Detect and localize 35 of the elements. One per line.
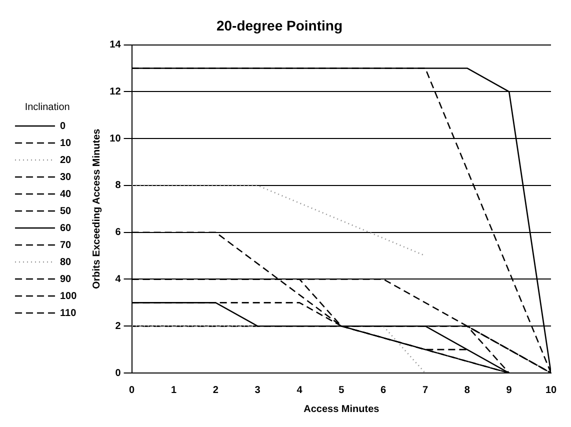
legend-label: 100: [60, 290, 78, 302]
legend-label: 50: [60, 206, 72, 217]
legend-label: 90: [60, 274, 72, 285]
y-tick-label: 14: [110, 40, 122, 51]
y-tick-label: 2: [115, 320, 122, 332]
x-tick-label: 1: [170, 384, 177, 396]
x-tick-label: 10: [545, 384, 557, 396]
legend-label: 40: [60, 188, 72, 200]
y-tick-label: 8: [115, 180, 122, 192]
legend-label: 20: [60, 154, 72, 166]
legend-label: 110: [60, 308, 77, 319]
x-tick-label: 9: [506, 384, 512, 396]
legend-label: 10: [60, 138, 72, 149]
x-tick-label: 2: [212, 384, 219, 396]
legend-label: 60: [60, 222, 72, 234]
chart-title: 20-degree Pointing: [216, 17, 343, 34]
legend-label: 30: [60, 172, 72, 183]
x-tick-label: 7: [422, 384, 428, 396]
x-tick-label: 6: [380, 384, 387, 396]
x-tick-label: 8: [464, 384, 470, 396]
x-tick-label: 0: [129, 384, 136, 396]
x-tick-label: 3: [254, 384, 261, 396]
legend-label: 0: [60, 120, 66, 132]
legend-label: 70: [60, 240, 72, 251]
x-tick-label: 5: [338, 384, 345, 396]
y-tick-label: 10: [110, 133, 122, 144]
x-tick-label: 4: [296, 384, 303, 396]
y-axis-title: Orbits Exceeding Access Minutes: [91, 128, 102, 290]
legend-label: 80: [60, 256, 72, 268]
y-tick-label: 6: [115, 227, 122, 238]
y-tick-label: 4: [115, 274, 122, 285]
y-tick-label: 0: [115, 368, 122, 379]
legend-title: Inclination: [24, 102, 70, 113]
x-axis-title: Access Minutes: [304, 404, 380, 415]
y-tick-label: 12: [110, 86, 122, 98]
